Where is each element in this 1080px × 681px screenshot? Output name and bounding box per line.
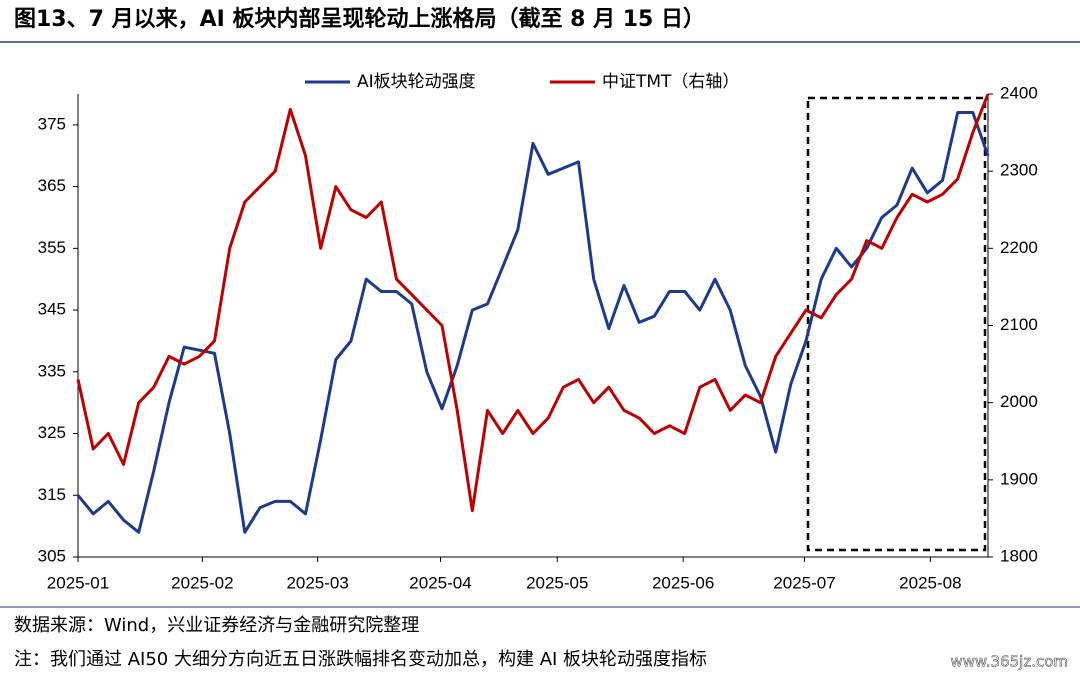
y2-tick-label: 2300 [1000,161,1038,180]
y-tick-label: 375 [38,114,66,133]
chart-title: 图13、7 月以来，AI 板块内部呈现轮动上涨格局（截至 8 月 15 日） [14,6,705,32]
y-tick-label: 315 [38,485,66,504]
series-line [76,93,990,513]
legend-label: 中证TMT（右轴） [602,72,739,92]
x-tick-label: 2025-03 [286,573,348,592]
y-tick-label: 305 [38,546,66,565]
highlight-box [806,96,987,552]
series-line [76,111,990,534]
watermark: www.365jz.com [950,653,1068,671]
y2-tick-label: 2100 [1000,315,1038,334]
x-tick-label: 2025-05 [526,573,588,592]
x-tick-label: 2025-06 [652,573,714,592]
y-tick-label: 345 [38,300,66,319]
y-tick-label: 365 [38,176,66,195]
y-tick-label: 325 [38,423,66,442]
y2-tick-label: 2000 [1000,392,1038,411]
y2-tick-label: 1800 [1000,546,1038,565]
y2-tick-label: 2200 [1000,238,1038,257]
y2-tick-label: 2400 [1000,83,1038,102]
source: 数据来源：Wind，兴业证券经济与金融研究院整理 [14,615,419,636]
x-tick-label: 2025-07 [773,573,835,592]
y-tick-label: 355 [38,238,66,257]
x-tick-label: 2025-02 [171,573,233,592]
note: 注：我们通过 AI50 大细分方向近五日涨跌幅排名变动加总，构建 AI 板块轮动… [14,649,707,670]
x-tick-label: 2025-01 [47,573,109,592]
x-tick-label: 2025-08 [899,573,961,592]
y-tick-label: 335 [38,361,66,380]
x-tick-label: 2025-04 [409,573,471,592]
y2-tick-label: 1900 [1000,469,1038,488]
legend-label: AI板块轮动强度 [357,72,476,92]
